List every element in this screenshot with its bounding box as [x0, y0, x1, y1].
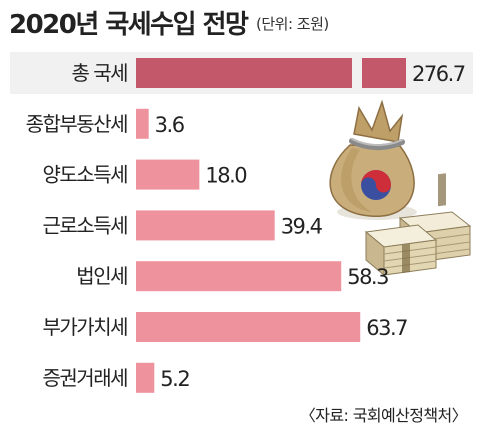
category-label: 총 국세 [71, 61, 127, 85]
bar [136, 312, 361, 342]
value-label: 58.3 [347, 265, 388, 289]
bar [136, 362, 155, 393]
category-label: 양도소득세 [43, 163, 128, 187]
money-bag-icon [329, 99, 472, 277]
bar [136, 261, 342, 292]
category-label: 증권거래세 [43, 366, 128, 390]
value-label: 63.7 [366, 316, 407, 340]
bar-total-segment-1 [136, 58, 352, 88]
bar-layer [136, 58, 406, 393]
source-note: 〈자료: 국회예산정책처〉 [299, 406, 468, 425]
bar [136, 108, 149, 139]
value-label: 5.2 [160, 367, 189, 391]
label-layer: 총 국세 276.7 종합부동산세 3.6 양도소득세 18.0 근로소득세 39.4 법인세 5… [26, 61, 467, 391]
category-label: 종합부동산세 [26, 112, 127, 136]
value-label: 18.0 [205, 164, 246, 188]
bar [136, 210, 275, 241]
category-label: 법인세 [76, 264, 127, 288]
unit-label: (단위: 조원) [256, 15, 329, 33]
category-label: 근로소득세 [43, 213, 128, 237]
value-label: 3.6 [155, 113, 185, 137]
value-label: 276.7 [412, 62, 465, 86]
bar [136, 159, 200, 190]
cash-stack-front [364, 224, 438, 277]
chart-title: 2020년 국세수입 전망 [9, 10, 249, 40]
bar-total-segment-2 [362, 58, 406, 88]
value-label: 39.4 [281, 214, 323, 238]
category-label: 부가가치세 [43, 315, 128, 339]
